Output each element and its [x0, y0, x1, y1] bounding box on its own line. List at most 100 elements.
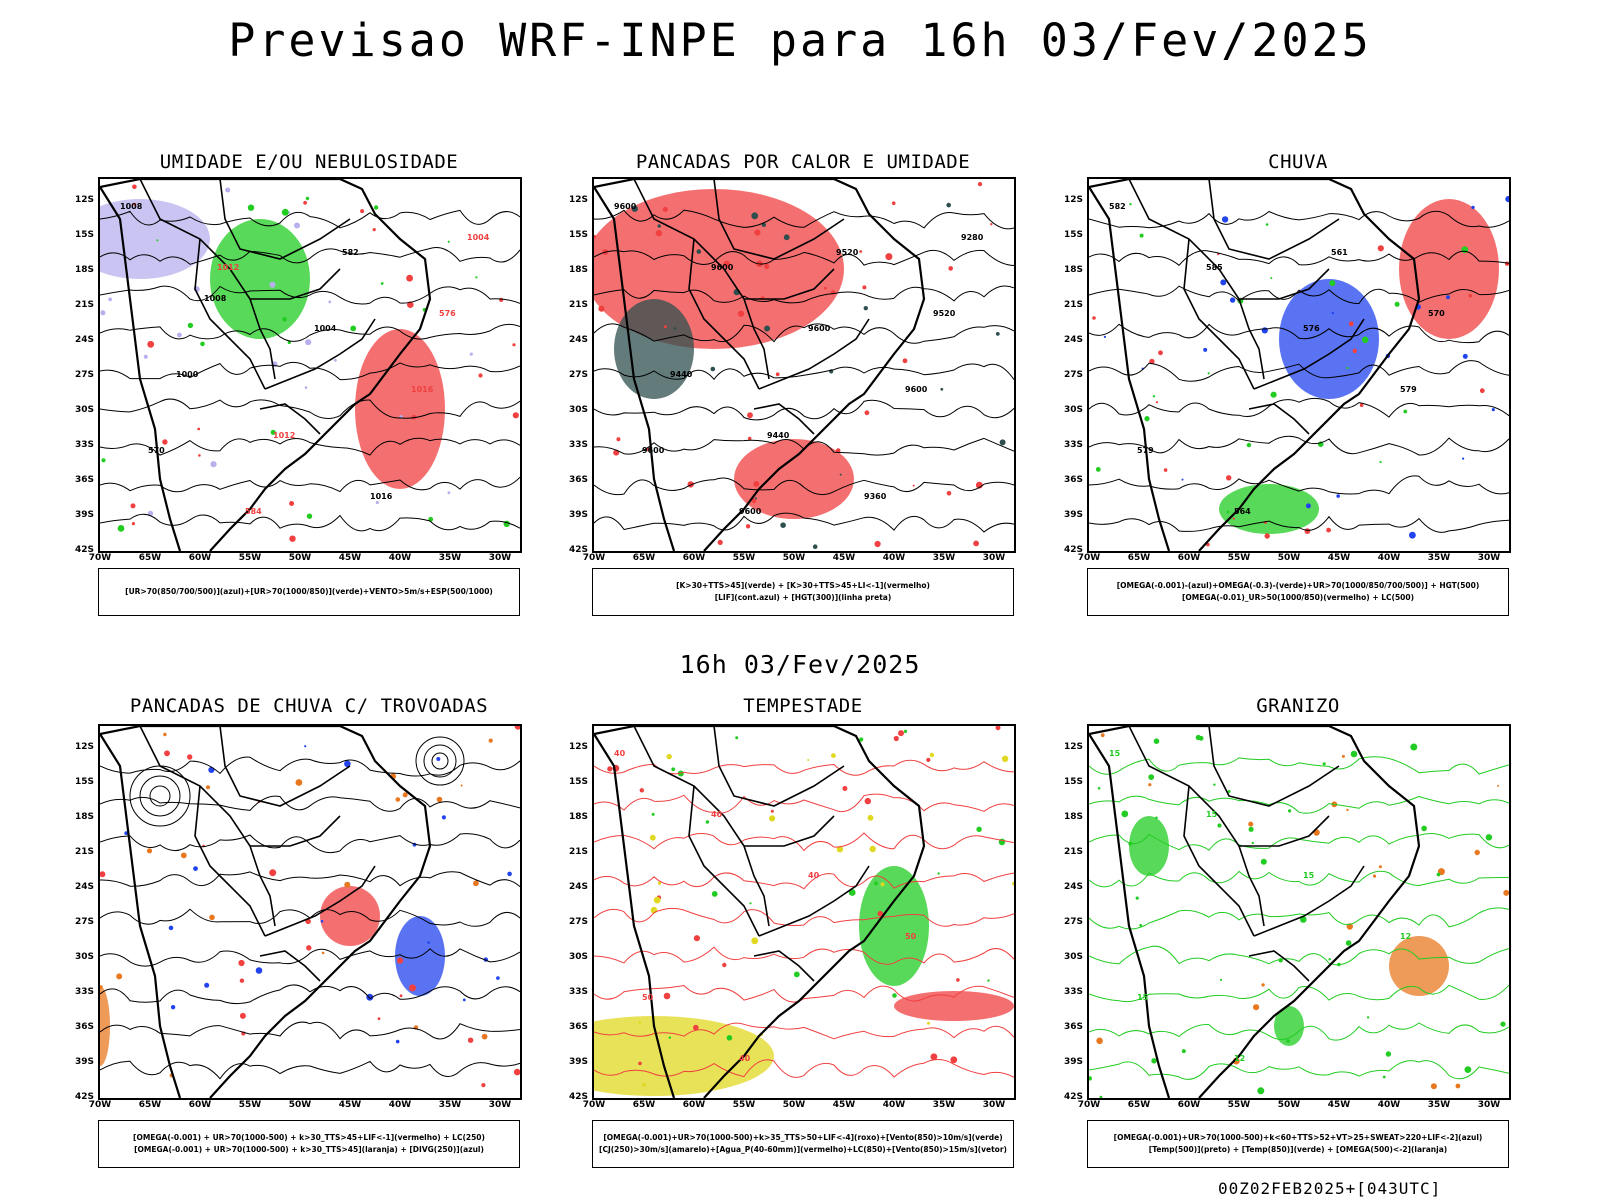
- map-canvas: 1008 1012 1004 1016 570 584 582 576 1000 1012 1016…: [100, 179, 520, 551]
- field-area: [1129, 816, 1169, 876]
- field-speck: [793, 971, 800, 978]
- field-speck: [130, 503, 136, 509]
- contour-line: [594, 907, 1014, 927]
- field-speck: [395, 797, 401, 802]
- longitude-tick-label: 65W: [1127, 1100, 1151, 1110]
- field-speck: [1148, 783, 1152, 787]
- field-speck: [200, 341, 205, 347]
- legend-line: [Temp(500)](preto) + [Temp(850)](verde) …: [1148, 1145, 1448, 1154]
- latitude-tick-label: 15S: [568, 230, 588, 240]
- field-speck: [406, 274, 413, 282]
- coastline: [1089, 186, 1171, 551]
- field-speck: [402, 792, 408, 798]
- contour-line: [594, 984, 1014, 1003]
- latitude-tick-label: 33S: [74, 987, 94, 997]
- field-speck: [108, 297, 112, 302]
- contour-line: [100, 795, 520, 812]
- field-speck: [912, 484, 915, 487]
- field-speck: [859, 737, 864, 742]
- field-speck: [294, 222, 300, 229]
- field-speck: [255, 967, 263, 974]
- longitude-tick-label: 70W: [582, 553, 606, 563]
- contour-label: 40: [614, 749, 626, 758]
- field-speck: [1446, 295, 1450, 300]
- legend-line: [CJ(250)>30m/s](amarelo)+[Agua_P(40-60mm…: [599, 1145, 1007, 1154]
- contour-line: [1089, 1022, 1509, 1041]
- field-speck: [496, 976, 500, 980]
- latitude-tick-label: 33S: [1063, 987, 1083, 997]
- contour-label: 576: [439, 309, 456, 318]
- field-speck: [1341, 754, 1345, 758]
- field-speck: [269, 869, 277, 877]
- country-border: [688, 238, 760, 390]
- field-speck: [722, 962, 727, 968]
- field-speck: [835, 448, 841, 453]
- latitude-tick-label: 39S: [74, 510, 94, 520]
- latitude-tick-label: 18S: [1063, 812, 1083, 822]
- country-border: [713, 179, 845, 260]
- latitude-tick-label: 18S: [568, 812, 588, 822]
- field-speck: [1462, 353, 1468, 359]
- field-speck: [1491, 408, 1495, 412]
- country-border: [1128, 179, 1265, 380]
- field-speck: [973, 540, 979, 547]
- field-speck: [862, 285, 867, 290]
- field-speck: [1260, 858, 1267, 865]
- field-speck: [631, 205, 638, 212]
- field-speck: [780, 522, 786, 528]
- contour-label: 570: [1428, 309, 1445, 318]
- field-speck: [751, 498, 757, 504]
- field-speck: [948, 266, 953, 271]
- field-speck: [447, 491, 451, 495]
- field-speck: [891, 201, 896, 205]
- field-speck: [1421, 825, 1427, 832]
- field-speck: [473, 880, 479, 887]
- field-speck: [1226, 475, 1232, 481]
- field-speck: [1300, 916, 1307, 923]
- contour-line: [100, 984, 520, 1005]
- field-speck: [877, 910, 884, 917]
- contour-label: 9440: [670, 370, 693, 379]
- field-speck: [1305, 503, 1311, 509]
- field-speck: [783, 234, 790, 241]
- latitude-tick-label: 39S: [1063, 1057, 1083, 1067]
- contour-label: 50: [905, 932, 917, 941]
- latitude-tick-label: 12S: [74, 742, 94, 752]
- longitude-tick-label: 60W: [188, 553, 212, 563]
- contour-label: 1012: [273, 431, 295, 440]
- field-speck: [475, 276, 478, 279]
- contour-line: [1089, 795, 1509, 814]
- latitude-tick-label: 39S: [1063, 510, 1083, 520]
- field-speck: [930, 1053, 938, 1061]
- field-speck: [745, 524, 751, 529]
- coastline: [594, 179, 926, 551]
- field-speck: [903, 729, 908, 733]
- legend-line: [OMEGA(-0.001)+UR>70(1000-500)+k<60+TTS>…: [1113, 1133, 1483, 1142]
- contour-label: 576: [1303, 324, 1320, 333]
- latitude-tick-label: 15S: [74, 777, 94, 787]
- latitude-tick-label: 30S: [1063, 952, 1083, 962]
- field-speck: [1251, 841, 1254, 845]
- coastline: [1089, 733, 1171, 1098]
- country-border: [713, 726, 845, 807]
- field-speck: [372, 228, 376, 232]
- field-speck: [1505, 196, 1509, 203]
- field-speck: [807, 759, 810, 761]
- field-speck: [638, 1061, 642, 1066]
- field-speck: [710, 366, 716, 372]
- field-speck: [1366, 1016, 1370, 1019]
- contour-line: [1089, 756, 1509, 775]
- longitude-tick-label: 50W: [288, 1100, 312, 1110]
- legend-line: [LIF](cont.azul) + [HGT(300)](linha pret…: [714, 593, 892, 602]
- field-speck: [735, 736, 739, 740]
- field-area: [1399, 199, 1499, 339]
- field-speck: [880, 882, 885, 887]
- field-speck: [304, 745, 307, 748]
- weather-map: 9600 9600 9600 9600 9600 9600 9520 9520 9440 9440…: [592, 177, 1016, 553]
- longitude-tick-label: 35W: [438, 1100, 462, 1110]
- field-speck: [513, 1068, 520, 1076]
- panel-legend: [OMEGA(-0.001)+UR>70(1000-500)+k>35_TTS>…: [592, 1120, 1014, 1168]
- coastline: [100, 186, 182, 551]
- field-speck: [1409, 531, 1416, 539]
- longitude-tick-label: 45W: [1327, 553, 1351, 563]
